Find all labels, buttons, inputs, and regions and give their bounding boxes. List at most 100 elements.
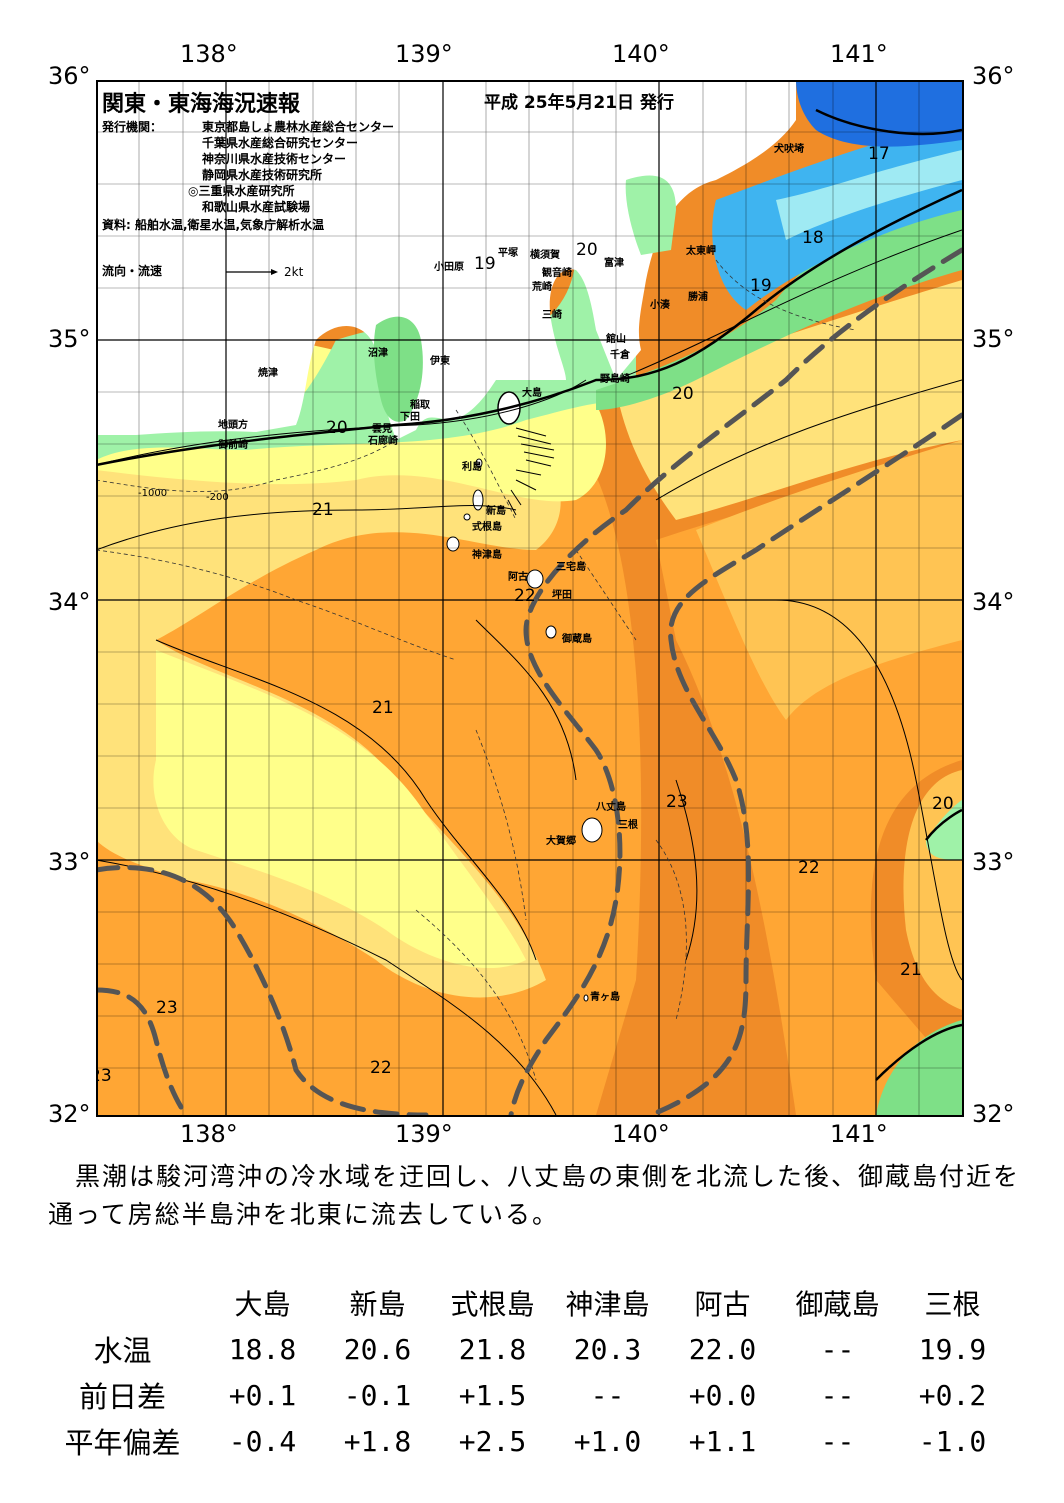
place-hachijojima: 八丈島	[596, 802, 626, 813]
island-kozushima	[446, 536, 460, 552]
isotherm-label-19-west: 19	[474, 254, 496, 274]
place-yaizu: 焼津	[258, 368, 278, 379]
place-shikinejima: 式根島	[472, 522, 502, 533]
issue-date: 平成 25年5月21日 発行	[484, 93, 674, 113]
place-taitomisaki: 太東岬	[686, 246, 716, 257]
place-ito: 伊東	[430, 356, 450, 367]
place-niijima: 新島	[486, 506, 506, 517]
summary-text: 黒潮は駿河湾沖の冷水域を迂回し、八丈島の東側を北流した後、御蔵島付近を通って房総…	[48, 1162, 1021, 1229]
place-jitogata: 地頭方	[218, 420, 248, 431]
lon-label-bottom-139: 139°	[395, 1120, 453, 1148]
isotherm-label-22-miyake: 22	[514, 586, 536, 606]
map-title: 関東・東海海況速報	[102, 92, 301, 117]
lon-label-bottom-141: 141°	[830, 1120, 888, 1148]
table-cell: +1.8	[343, 1424, 412, 1458]
sea-21-east	[696, 440, 962, 720]
place-misaki: 三崎	[542, 310, 562, 321]
row-label-water-temp: 水温	[93, 1334, 152, 1368]
place-nojimazaki: 野島崎	[600, 374, 630, 385]
issuer-chiba: 千葉県水産総合研究センター	[202, 136, 359, 150]
isotherm-label-21-north: 21	[312, 500, 334, 520]
sea-17-zone	[796, 80, 962, 147]
place-okago: 大賀郷	[546, 836, 576, 847]
place-arasaki: 荒崎	[532, 282, 552, 293]
table-row: 水温 18.8 20.6 21.8 20.3 22.0 -- 19.9	[40, 1326, 1010, 1372]
place-chikura: 千倉	[610, 350, 630, 361]
kuroshio-axis	[96, 247, 962, 1115]
isotherm-label-20-sagami: 20	[576, 240, 598, 260]
sea-tokyo-bay	[625, 175, 676, 255]
lat-label-right-33: 33°	[972, 848, 1015, 876]
table-row: 前日差 +0.1 -0.1 +1.5 -- +0.0 -- +0.2	[40, 1372, 1010, 1418]
place-miyakejima: 三宅島	[556, 562, 586, 573]
isotherm-label-18: 18	[802, 228, 824, 248]
table-cell: --	[820, 1332, 855, 1366]
table-cell: +0.2	[918, 1378, 987, 1412]
map-graphic	[96, 80, 962, 1115]
column-oshima: 大島	[234, 1288, 291, 1321]
isotherm-label-20-boso: 20	[672, 384, 694, 404]
column-mitsune: 三根	[924, 1288, 981, 1321]
table-cell: +0.0	[688, 1378, 757, 1412]
row-label-anomaly: 平年偏差	[64, 1426, 181, 1460]
issuer-mie: ◎三重県水産研究所	[188, 184, 295, 198]
isotherm-label-19-east: 19	[750, 276, 772, 296]
place-oshima: 大島	[522, 388, 542, 399]
place-futtsu: 富津	[604, 258, 624, 269]
place-katsuura: 勝浦	[688, 292, 708, 303]
place-omaezaki: 御前崎	[218, 440, 248, 451]
column-niijima: 新島	[349, 1288, 406, 1321]
island-mikurajima	[545, 625, 557, 639]
table-cell: --	[590, 1378, 625, 1412]
lon-label-top-141: 141°	[830, 40, 888, 68]
lon-label-top-139: 139°	[395, 40, 453, 68]
table-cell: -0.1	[343, 1378, 412, 1412]
lat-label-right-35: 35°	[972, 325, 1015, 353]
table-cell: 20.6	[343, 1332, 412, 1366]
island-aogashima	[583, 994, 589, 1002]
isotherm-label-22-south: 22	[370, 1058, 392, 1078]
table-cell: 18.8	[228, 1332, 297, 1366]
lat-label-left-32: 32°	[48, 1100, 91, 1128]
depth-contours	[96, 259, 857, 1081]
table-cell: 21.8	[458, 1332, 527, 1366]
lon-label-top-138: 138°	[180, 40, 238, 68]
place-odawara: 小田原	[434, 262, 464, 273]
place-tateyama: 館山	[606, 334, 626, 345]
place-inatori: 稲取	[410, 400, 430, 411]
place-numazu: 沼津	[368, 348, 388, 359]
lon-label-top-140: 140°	[612, 40, 670, 68]
column-mikurajima: 御蔵島	[795, 1288, 880, 1321]
place-mikurajima: 御蔵島	[562, 634, 592, 645]
isotherm-label-23-west: 23	[156, 998, 178, 1018]
data-source: 資料: 船舶水温,衛星水温,気象庁解析水温	[102, 218, 325, 232]
issuer-wakayama: 和歌山県水産試験場	[202, 200, 311, 214]
sea-20-south	[153, 650, 527, 969]
place-shimoda: 下田	[400, 412, 420, 423]
isotherm-label-21-central: 21	[372, 698, 394, 718]
lat-label-right-34: 34°	[972, 588, 1015, 616]
isotherm-bold-lines	[96, 108, 962, 1081]
table-cell: --	[820, 1378, 855, 1412]
place-hiratsuka: 平塚	[498, 248, 518, 259]
place-kannonzaki: 観音崎	[542, 268, 572, 279]
place-aogashima: 青ヶ島	[590, 992, 620, 1003]
lat-label-left-36: 36°	[48, 62, 91, 90]
table-cell: 22.0	[688, 1332, 757, 1366]
table-corner	[40, 1280, 205, 1326]
issuer-shizuoka: 静岡県水産技術研究所	[202, 168, 323, 182]
lon-label-bottom-140: 140°	[612, 1120, 670, 1148]
lat-label-left-33: 33°	[48, 848, 91, 876]
table-cell: -1.0	[918, 1424, 987, 1458]
place-ako: 阿古	[508, 572, 528, 583]
sea-izu-coastal	[373, 316, 423, 422]
isotherm-label-20-west: 20	[326, 418, 348, 438]
place-kumomi: 雲見	[372, 424, 392, 435]
column-shikinejima: 式根島	[450, 1288, 535, 1321]
table-cell: +1.1	[688, 1424, 757, 1458]
table-cell: 20.3	[573, 1332, 642, 1366]
current-arrows	[507, 427, 555, 516]
water-temperature-table: 大島 新島 式根島 神津島 阿古 御蔵島 三根 水温 18.8 20.6 21.…	[40, 1280, 1010, 1464]
degree-grid	[96, 80, 962, 1115]
isotherm-label-23-east: 23	[666, 792, 688, 812]
